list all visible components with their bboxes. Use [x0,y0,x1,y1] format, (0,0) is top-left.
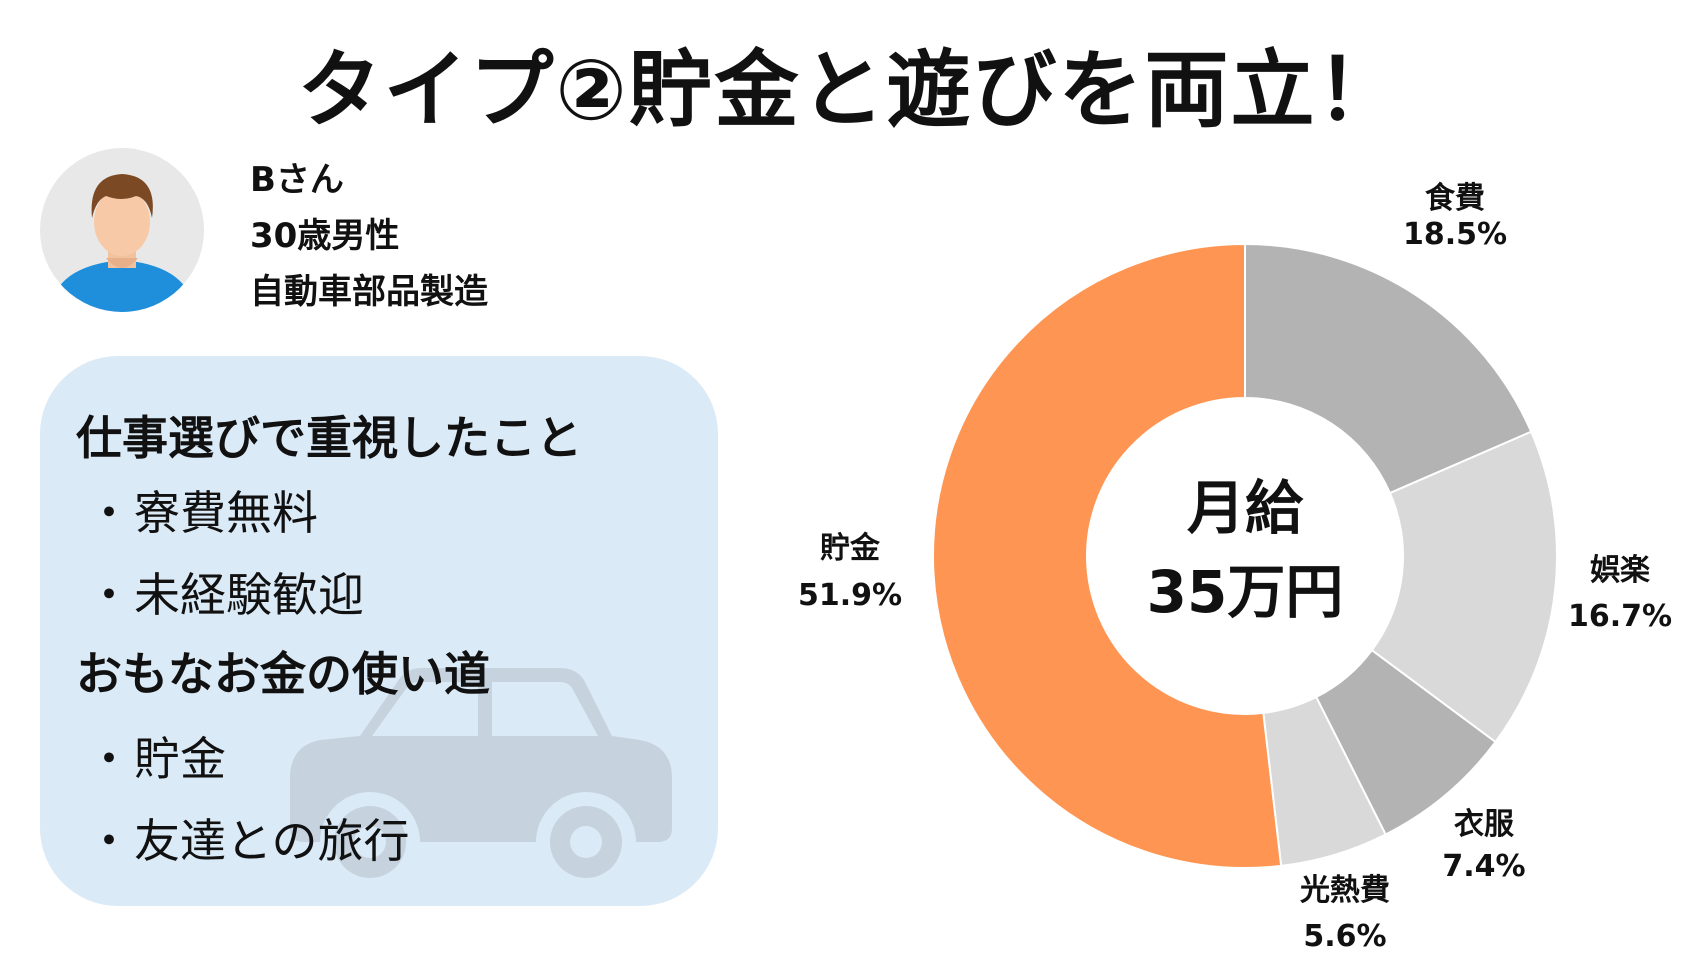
slice-value-label: 51.9% [798,578,902,613]
donut-center-label-line2: 35万円 [1147,558,1344,626]
slice-value-label: 7.4% [1442,849,1525,884]
slice-category-label: 貯金 [820,531,881,566]
slice-category-label: 食費 [1425,181,1485,216]
slice-value-label: 18.5% [1403,217,1507,252]
donut-center-label-line1: 月給 [1187,474,1304,542]
donut-slice-貯金 [933,244,1281,868]
slice-category-label: 娯楽 [1590,553,1650,588]
slice-value-label: 16.7% [1568,599,1672,634]
slice-category-label: 光熱費 [1300,873,1390,908]
slice-value-label: 5.6% [1303,919,1386,954]
slice-category-label: 衣服 [1454,807,1515,842]
